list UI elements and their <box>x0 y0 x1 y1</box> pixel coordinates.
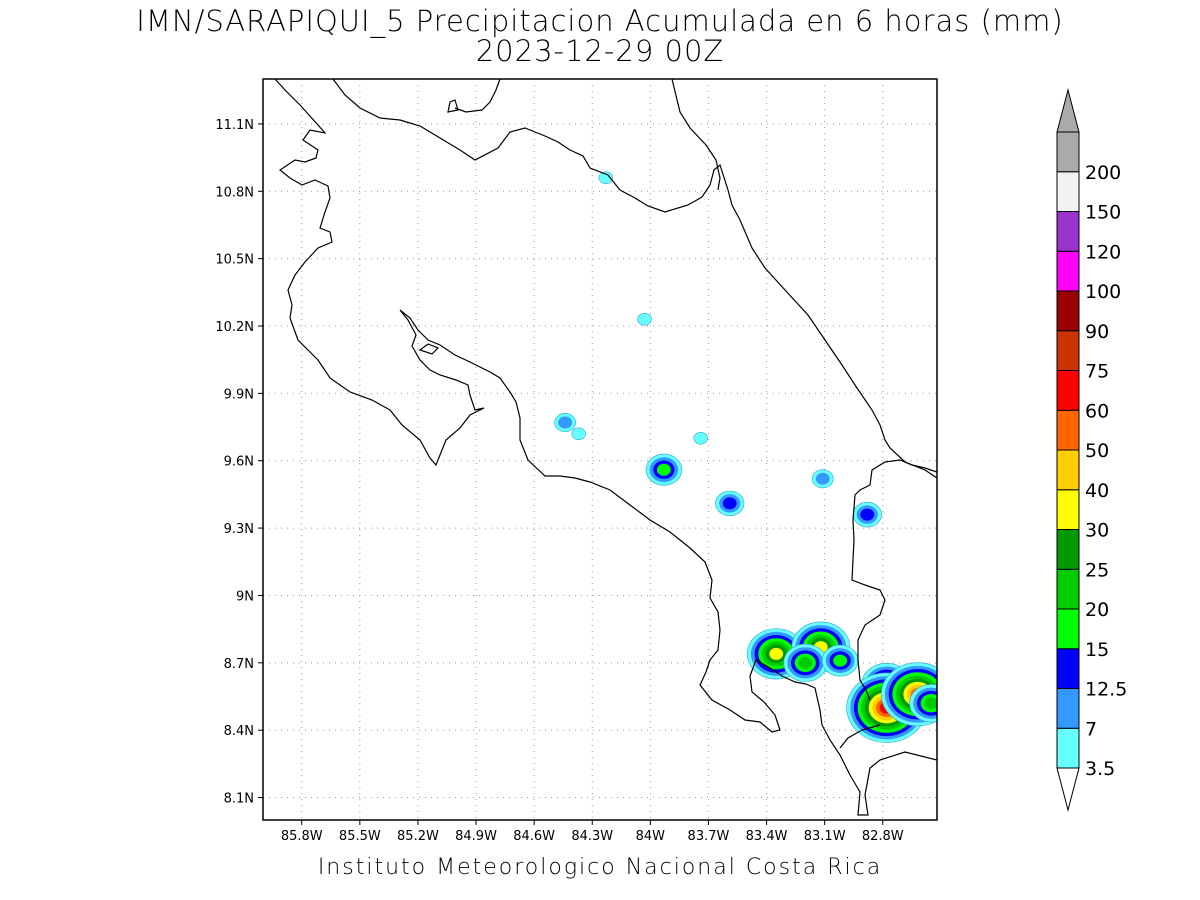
panama-border <box>851 459 937 701</box>
precip-contour <box>598 171 614 185</box>
lat-tick-label: 9.9N <box>224 387 254 402</box>
colorbar-under-arrow <box>1056 767 1080 812</box>
precip-cell <box>909 684 937 723</box>
lat-lon-grid <box>263 79 937 820</box>
colorbar-label: 20 <box>1085 599 1109 621</box>
colorbar-label: 30 <box>1085 520 1109 542</box>
colorbar-label: 50 <box>1085 440 1109 462</box>
colorbar-swatch <box>1056 688 1080 729</box>
precip-cell <box>783 643 828 682</box>
precip-cell <box>645 453 683 486</box>
colorbar-label: 15 <box>1085 639 1109 661</box>
precip-cell <box>637 312 652 326</box>
coastline-pacific-west <box>274 79 937 816</box>
colorbar: 3.5 7 12.5 15 20 25 30 40 50 60 75 90 100 120 150 200 <box>1056 88 1127 812</box>
colorbar-label: 150 <box>1085 202 1121 224</box>
lat-tick-label: 9.3N <box>224 522 254 537</box>
map-frame <box>262 78 938 821</box>
lat-tick-label: 8.1N <box>224 792 254 807</box>
precip-cell <box>811 469 834 489</box>
lon-tick-label: 83.4W <box>746 829 788 844</box>
lat-tick-label: 8.7N <box>224 657 254 672</box>
lon-tick-label: 84.3W <box>571 829 613 844</box>
precip-contour <box>558 416 573 429</box>
lat-tick-label: 10.2N <box>215 320 254 335</box>
lon-tick-label: 82.8W <box>862 829 904 844</box>
lon-tick-label: 85.8W <box>281 829 323 844</box>
lat-tick-label: 11.1N <box>215 118 254 133</box>
colorbar-label: 200 <box>1085 162 1121 184</box>
colorbar-swatch <box>1056 171 1080 212</box>
colorbar-swatch <box>1056 568 1080 610</box>
lat-tick-label: 9N <box>236 589 254 604</box>
map-title-line1: IMN/SARAPIQUI_5 Precipitacion Acumulada … <box>136 4 1064 38</box>
lake-nicaragua-fragment <box>447 99 459 113</box>
coastline-layer <box>274 79 937 816</box>
lat-tick-label: 8.4N <box>224 724 254 739</box>
map-title-line2: 2023-12-29 00Z <box>475 34 725 68</box>
precip-cell <box>693 431 708 445</box>
precip-contour <box>924 697 937 710</box>
precip-contour <box>815 472 830 485</box>
isla-chira <box>418 343 440 355</box>
colorbar-label: 40 <box>1085 480 1109 502</box>
lat-tick-label: 10.8N <box>215 185 254 200</box>
nicaragua-coast <box>671 79 721 191</box>
precip-contour <box>693 431 708 445</box>
colorbar-swatch <box>1056 727 1080 769</box>
precip-cell <box>821 644 859 677</box>
lat-tick-label: 10.5N <box>215 253 254 268</box>
colorbar-label: 7 <box>1085 718 1097 740</box>
colorbar-swatch <box>1056 250 1080 292</box>
colorbar-swatch <box>1056 131 1080 173</box>
lon-tick-label: 84.6W <box>513 829 555 844</box>
precip-cell <box>554 413 577 433</box>
lon-tick-label: 83.1W <box>804 829 846 844</box>
precip-cell <box>598 171 614 185</box>
colorbar-over-arrow <box>1056 88 1080 133</box>
colorbar-swatch <box>1056 648 1080 689</box>
footer-credit: Instituto Meteorologico Nacional Costa R… <box>317 855 883 880</box>
colorbar-label: 90 <box>1085 321 1109 343</box>
colorbar-swatch <box>1056 449 1080 491</box>
lon-tick-label: 85.2W <box>397 829 439 844</box>
precip-contour <box>722 497 737 510</box>
colorbar-swatch <box>1056 489 1080 530</box>
colorbar-swatch <box>1056 608 1080 650</box>
precip-contour <box>798 656 813 669</box>
colorbar-swatch <box>1056 290 1080 332</box>
lon-tick-label: 84W <box>636 829 666 844</box>
precip-cell <box>852 501 882 528</box>
colorbar-swatch <box>1056 409 1080 451</box>
precip-contour <box>657 463 671 476</box>
lat-tick-label: 9.6N <box>224 455 254 470</box>
colorbar-label: 100 <box>1085 281 1121 303</box>
colorbar-label: 3.5 <box>1085 758 1115 780</box>
colorbar-label: 12.5 <box>1085 679 1127 701</box>
precip-contour <box>860 508 875 521</box>
precip-cell <box>571 427 586 441</box>
precip-contour <box>571 427 586 441</box>
precip-contour <box>769 647 784 660</box>
osa-peninsula <box>839 724 881 749</box>
coastline-caribbean <box>332 79 937 479</box>
precip-contour <box>637 312 652 326</box>
map-axes: 11.1N 10.8N 10.5N 10.2N 9.9N 9.6N 9.3N 9N 8.7N 8.… <box>215 118 903 844</box>
colorbar-label: 75 <box>1085 361 1109 383</box>
precipitation-field <box>554 171 937 743</box>
precip-cell <box>715 490 745 517</box>
colorbar-label: 60 <box>1085 400 1109 422</box>
lon-tick-label: 84.9W <box>455 829 497 844</box>
colorbar-swatch <box>1056 370 1080 411</box>
lon-tick-label: 83.7W <box>688 829 730 844</box>
colorbar-label: 25 <box>1085 559 1109 581</box>
colorbar-swatch <box>1056 330 1080 371</box>
precip-contour <box>833 654 848 667</box>
lon-tick-label: 85.5W <box>339 829 381 844</box>
coastline-north-arc <box>454 79 501 113</box>
colorbar-swatch <box>1056 211 1080 252</box>
colorbar-label: 120 <box>1085 241 1121 263</box>
colorbar-swatch <box>1056 529 1080 570</box>
